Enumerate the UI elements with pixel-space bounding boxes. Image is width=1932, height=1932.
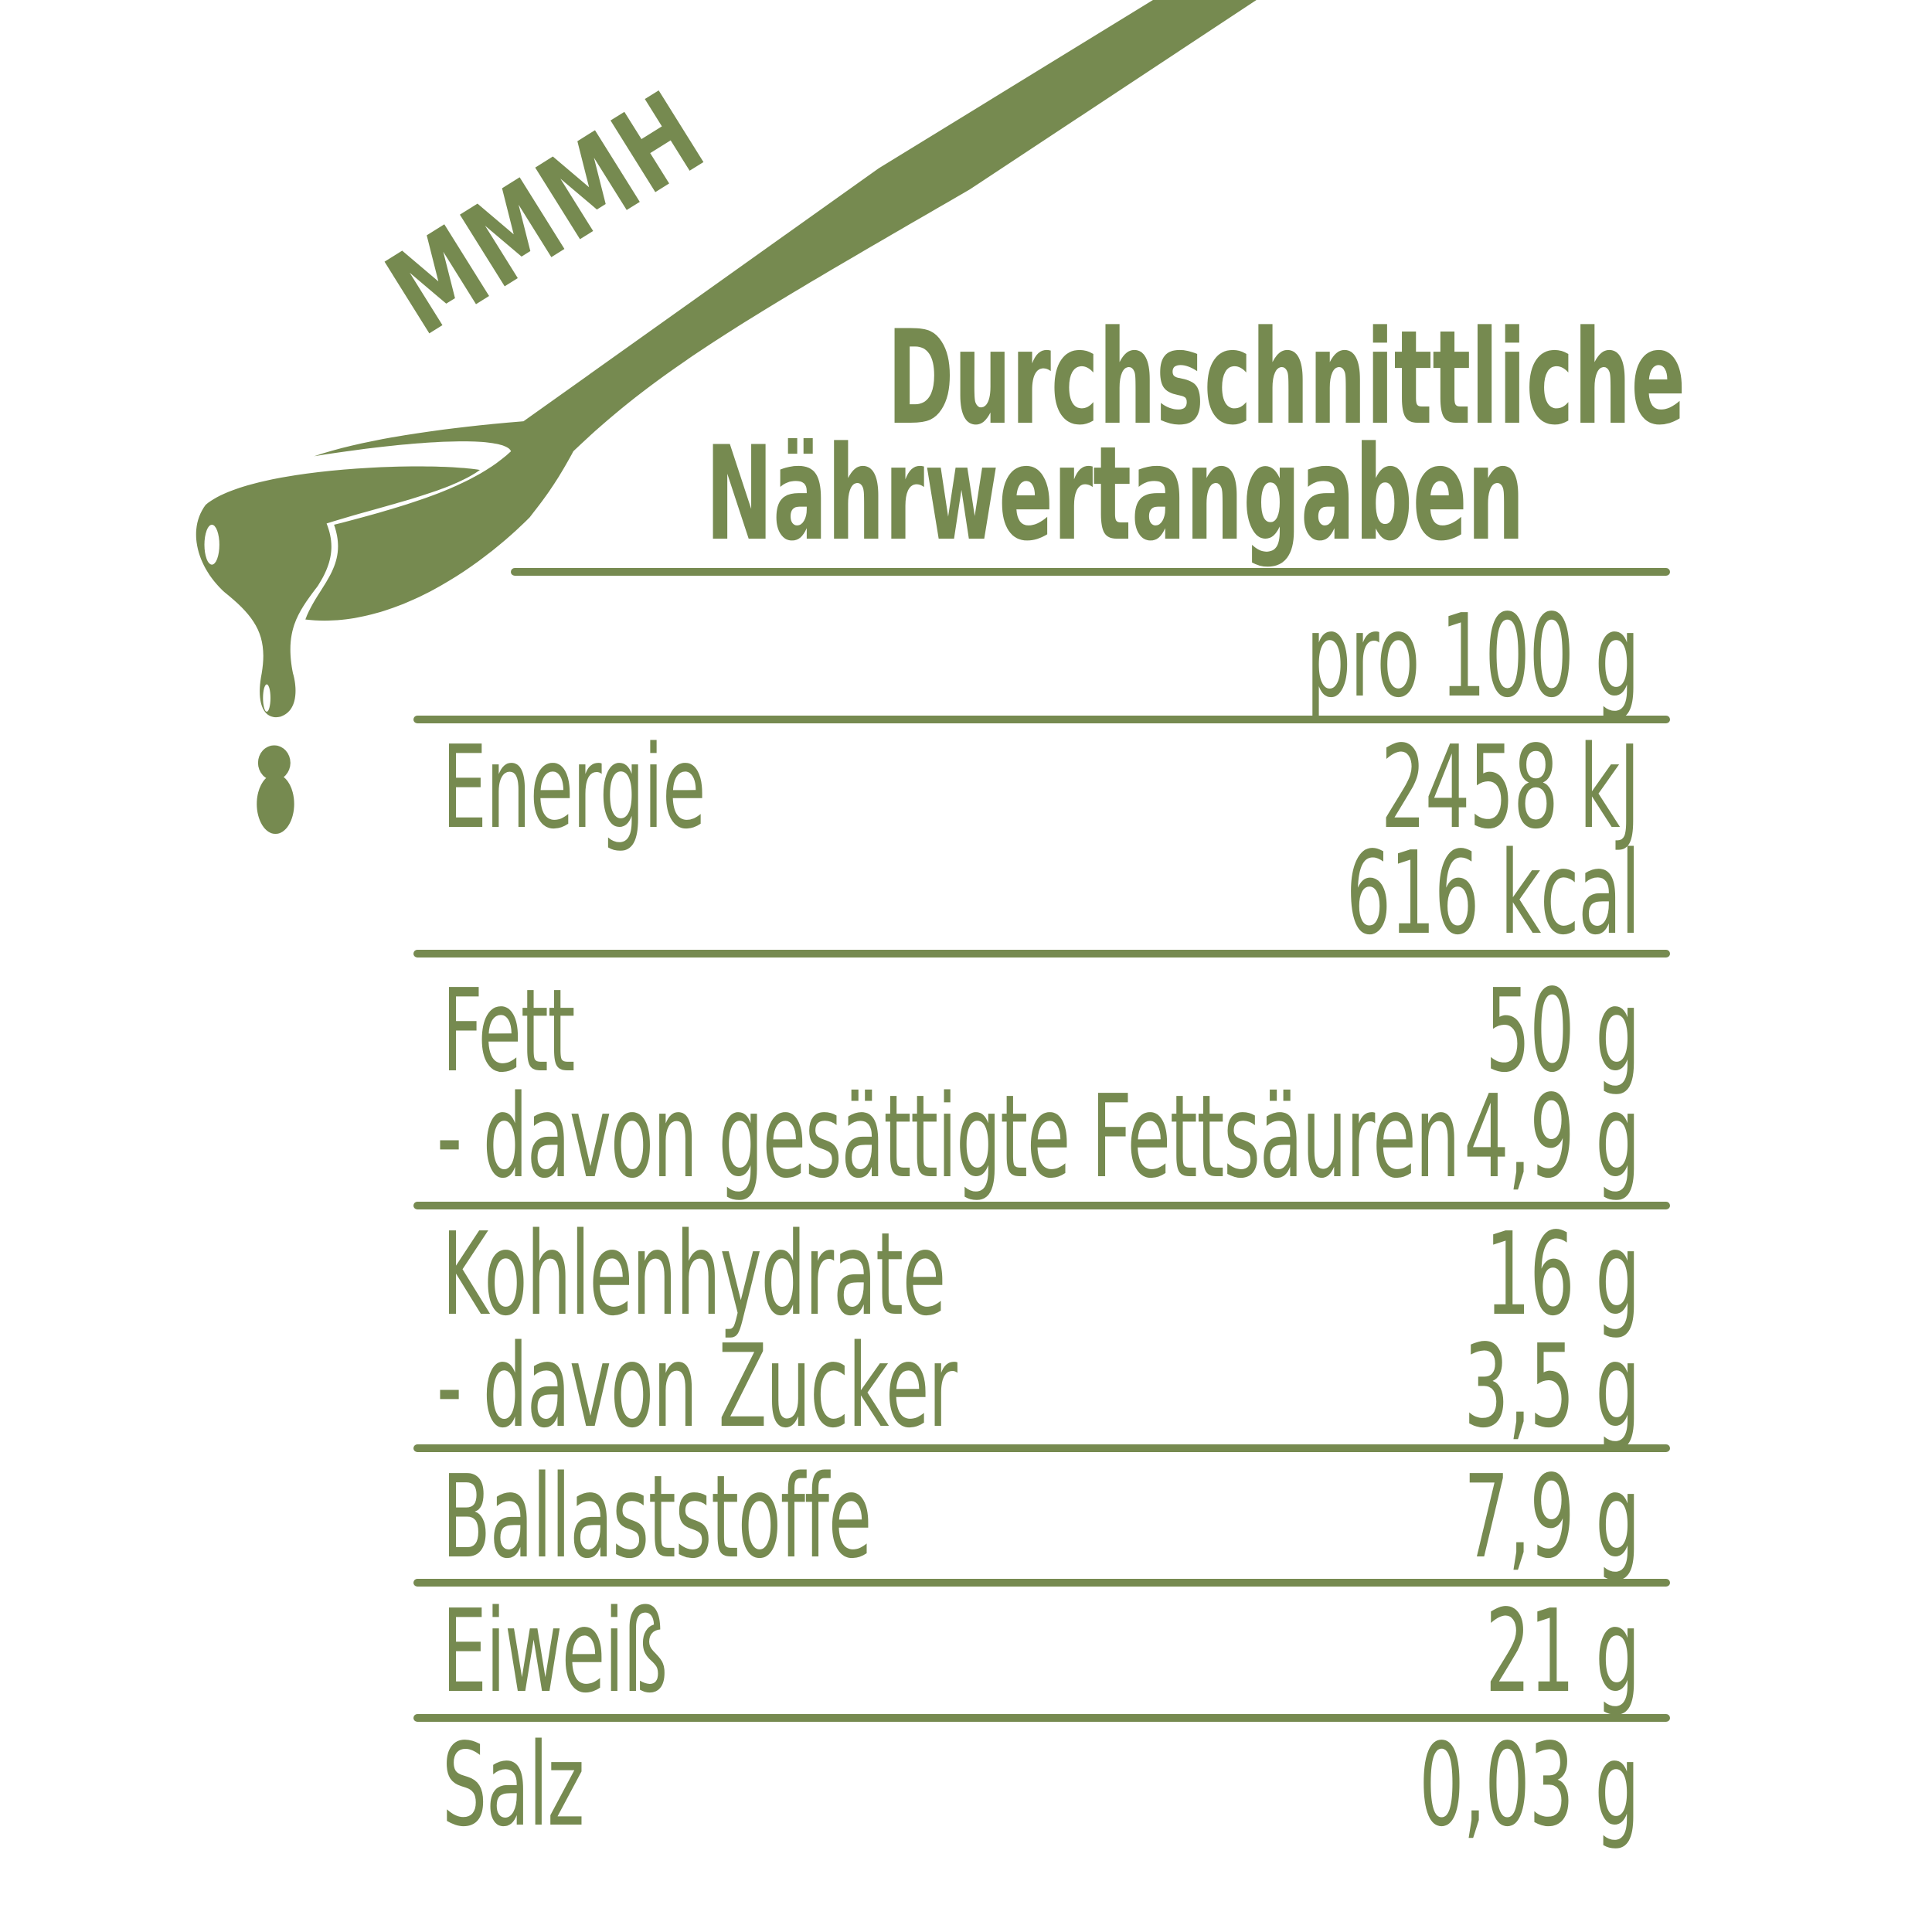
divider: [413, 1579, 1670, 1587]
row-value-zucker: 3,5 g: [1463, 1320, 1640, 1453]
row-value-ballaststoffe: 7,9 g: [1463, 1451, 1640, 1583]
divider: [413, 950, 1670, 957]
row-value-fett: 50 g: [1485, 964, 1640, 1097]
row-label-salz: Salz: [442, 1719, 584, 1852]
title-line-1: Durchschnittliche: [887, 302, 1686, 454]
divider: [413, 1714, 1670, 1722]
divider: [511, 568, 1670, 576]
divider: [413, 716, 1670, 723]
row-value-kohlenhydrate: 16 g: [1485, 1208, 1640, 1341]
divider: [413, 1444, 1670, 1452]
row-value-eiweiss: 21 g: [1485, 1585, 1640, 1718]
row-value-energie-kj: 2458 kJ: [1380, 721, 1640, 854]
title-line-2: Nährwertangaben: [706, 418, 1525, 570]
row-label-fett: Fett: [442, 964, 575, 1097]
divider: [413, 1202, 1670, 1209]
row-label-ballaststoffe: Ballaststoffe: [442, 1451, 872, 1583]
row-label-energie: Energie: [442, 721, 706, 854]
row-label-eiweiss: Eiweiß: [442, 1585, 668, 1718]
row-label-kohlenhydrate: Kohlenhydrate: [442, 1208, 946, 1341]
row-label-gesaettigte: - davon gesättigte Fettsäuren: [437, 1070, 1461, 1203]
row-value-gesaettigte: 4,9 g: [1463, 1070, 1640, 1203]
row-value-energie-kcal: 616 kcal: [1345, 827, 1640, 960]
row-value-salz: 0,03 g: [1419, 1719, 1641, 1852]
row-label-zucker: - davon Zucker: [437, 1320, 957, 1453]
column-header: pro 100 g: [1306, 590, 1640, 723]
